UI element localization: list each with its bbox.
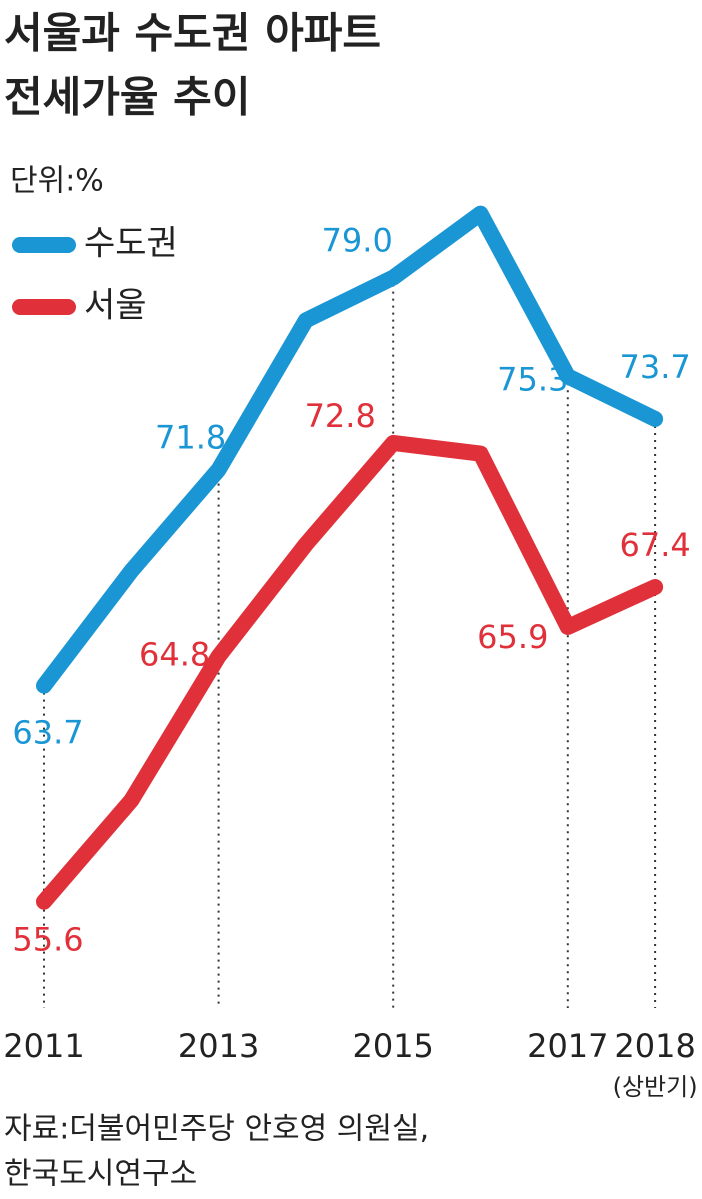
x-tick-label: 2018 — [614, 1027, 695, 1065]
value-label: 67.4 — [619, 526, 690, 564]
source: 자료:더불어민주당 안호영 의원실, — [4, 1112, 429, 1147]
value-label: 63.7 — [12, 714, 83, 752]
value-label: 55.6 — [12, 921, 83, 959]
value-label: 79.0 — [322, 222, 393, 260]
value-label: 71.8 — [155, 419, 226, 457]
series-line — [36, 205, 664, 694]
value-label: 75.3 — [497, 360, 568, 398]
x-tick-label: 2011 — [3, 1027, 84, 1065]
value-label: 64.8 — [139, 635, 210, 673]
legend-label: 서울 — [84, 286, 147, 326]
x-tick-note: (상반기) — [613, 1073, 698, 1101]
x-tick-label: 2015 — [352, 1027, 433, 1065]
value-label: 73.7 — [619, 348, 690, 386]
series-line — [36, 434, 664, 910]
source: 한국도시연구소 — [4, 1157, 197, 1192]
x-tick-label: 2017 — [527, 1027, 608, 1065]
value-label: 65.9 — [477, 618, 548, 656]
legend-label: 수도권 — [84, 224, 178, 264]
chart-title: 전세가율 추이 — [4, 73, 250, 122]
value-label: 72.8 — [305, 397, 376, 435]
chart-title: 서울과 수도권 아파트 — [4, 9, 381, 58]
x-tick-label: 2013 — [178, 1027, 259, 1065]
unit-label: 단위:% — [10, 164, 104, 199]
